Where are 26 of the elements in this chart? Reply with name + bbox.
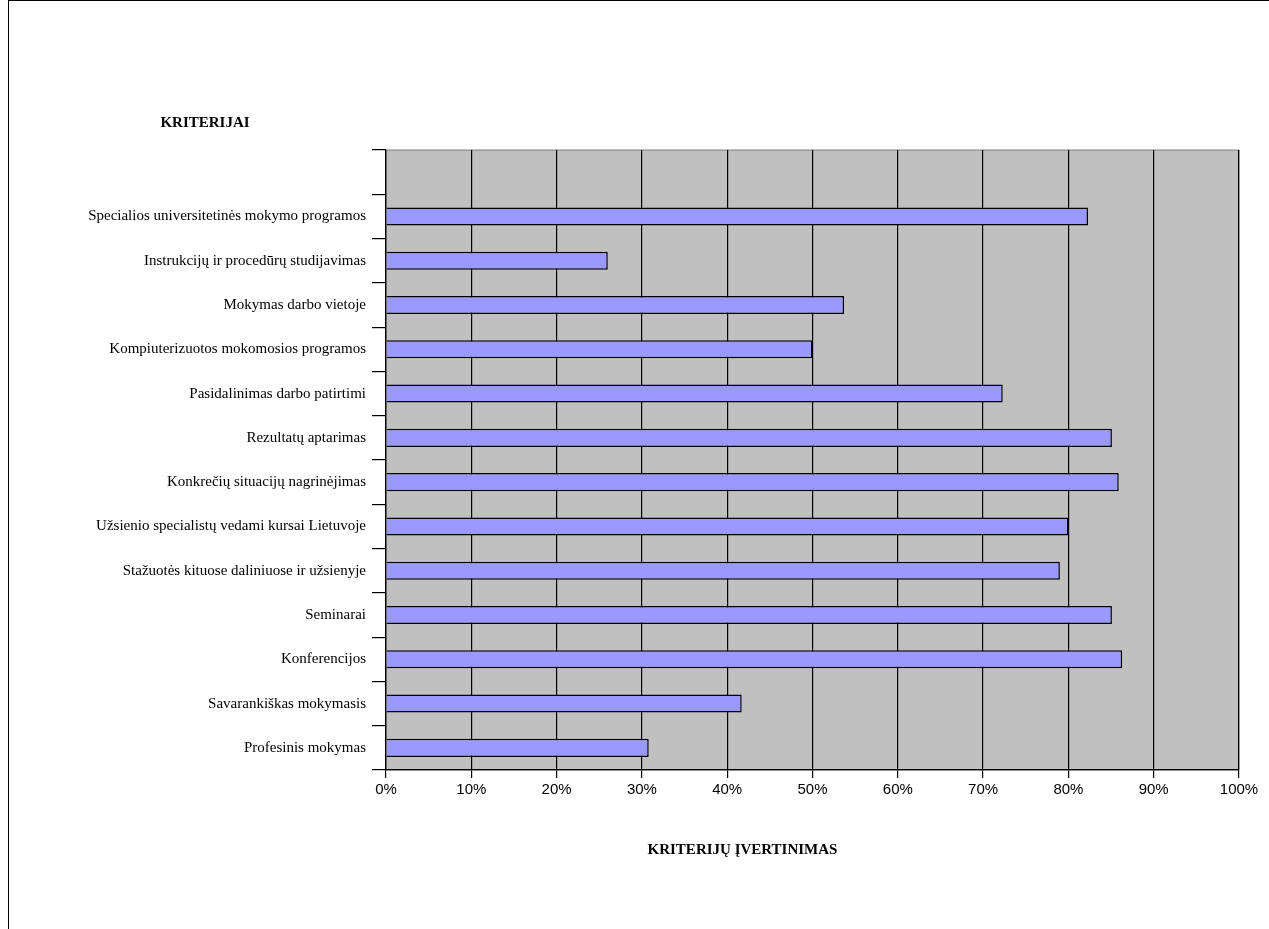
y-tick-label: Užsienio specialistų vedami kursai Lietuvoje xyxy=(96,517,367,534)
y-tick-label: Konkrečių situacijų nagrinėjimas xyxy=(166,473,367,490)
y-tick-label: Instrukcijų ir procedūrų studijavimas xyxy=(143,251,367,268)
y-tick-label: Profesinis mokymas xyxy=(243,738,367,755)
y-tick-label: Konferencijos xyxy=(281,650,367,667)
y-tick-label: Pasidalinimas darbo patirtimi xyxy=(189,384,366,401)
x-tick-label: 40% xyxy=(712,780,743,798)
x-tick-label: 30% xyxy=(626,780,657,798)
x-tick-label: 20% xyxy=(541,780,572,798)
y-tick-label: Mokymas darbo vietoje xyxy=(223,295,367,312)
y-tick-label: Kompiuterizuotos mokomosios programos xyxy=(109,340,367,357)
y-tick-label: Rezultatų aptarimas xyxy=(246,428,367,445)
x-tick-label: 80% xyxy=(1053,780,1084,798)
x-axis-title: KRITERIJŲ ĮVERTINIMAS xyxy=(647,840,838,857)
y-axis-title: KRITERIJAI xyxy=(160,113,250,130)
x-tick-label: 0% xyxy=(375,780,397,798)
y-tick-label: Seminarai xyxy=(305,605,366,622)
x-tick-label: 10% xyxy=(456,780,487,798)
x-tick-label: 50% xyxy=(797,780,828,798)
x-tick-label: 90% xyxy=(1138,780,1169,798)
y-tick-label: Stažuotės kituose daliniuose ir užsienyje xyxy=(122,561,367,578)
y-tick-label: Savarankiškas mokymasis xyxy=(208,694,367,711)
x-tick-label: 70% xyxy=(968,780,999,798)
y-tick-label: Specialios universitetinės mokymo programos xyxy=(88,207,367,224)
x-tick-label: 100% xyxy=(1219,780,1259,798)
x-tick-label: 60% xyxy=(882,780,913,798)
